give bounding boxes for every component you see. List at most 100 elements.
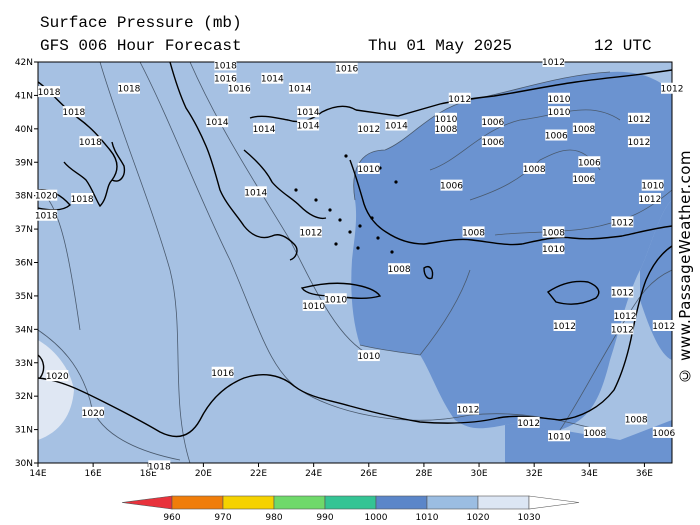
isobar-label-text: 1014 [297, 121, 320, 131]
lon-tick-label: 30E [470, 469, 487, 479]
isobar-label-text: 1012 [553, 322, 576, 332]
isobar-label-bg [462, 226, 485, 238]
isobar-label: 1006 [545, 129, 568, 142]
isobar-label-bg [117, 82, 140, 94]
lon-tick-label: 36E [636, 469, 653, 479]
isobar-label-bg [542, 226, 565, 238]
isobar-label-text: 1006 [652, 429, 675, 439]
legend-swatch [171, 495, 224, 510]
isobar-label-text: 1012 [357, 125, 380, 135]
isobar-label-bg [517, 416, 540, 428]
isobar-label: 1008 [462, 226, 485, 238]
lat-tick-label: 36N [15, 259, 33, 269]
isobar-label-bg [448, 92, 471, 104]
isobar-label-bg [545, 129, 568, 141]
isobar-label: 1018 [71, 193, 94, 205]
coast-greece-west [169, 62, 298, 261]
isobar-label: 1010 [324, 293, 347, 305]
isobar-label-bg [547, 106, 570, 118]
isobar-label-bg [211, 366, 234, 378]
isobar-label: 1006 [578, 156, 601, 168]
isobar-label-text: 1018 [79, 138, 102, 148]
lat-tick-label: 42N [15, 58, 33, 68]
isobar-label: 1018 [38, 86, 61, 98]
isobar-label-text: 1018 [71, 195, 94, 205]
coast-cyprus [546, 280, 600, 305]
isobar-label: 1018 [148, 460, 171, 472]
isobar-label-text: 1012 [517, 419, 540, 429]
isobar-label-text: 1010 [435, 115, 458, 125]
isobar-label-bg [652, 426, 675, 438]
isobar-label-bg [253, 122, 276, 134]
isobar-label-bg [288, 82, 311, 94]
lon-tick-label: 22E [250, 469, 267, 479]
isobar-label: 1010 [302, 299, 325, 312]
isobar-label-text: 1018 [38, 88, 61, 98]
isobar-label: 1012 [611, 323, 634, 335]
isobar-label-text: 1008 [625, 416, 648, 426]
isobar-label: 1010 [548, 92, 571, 105]
isobar-label-bg [652, 319, 675, 331]
isobar-label-text: 1012 [627, 138, 650, 148]
map-title: Surface Pressure (mb) [40, 14, 242, 32]
isobar-label-text: 1006 [578, 158, 601, 168]
isobar-label: 1016 [214, 72, 237, 85]
watermark: © www.PassageWeather.com [676, 150, 694, 385]
isobar-label: 1014 [297, 106, 320, 118]
isobar-label-bg [214, 59, 237, 71]
isobar-label-bg [542, 243, 565, 255]
isobar-label-text: 1006 [481, 118, 504, 128]
pressure-field-low-south [505, 420, 672, 463]
lat-tick-label: 31N [15, 426, 33, 436]
lon-tick-label: 20E [195, 469, 212, 479]
isobar-label-text: 1014 [385, 121, 408, 131]
coast-black-sea [355, 69, 672, 117]
isobar-label-text: 1012 [638, 195, 661, 205]
isobar-label: 1006 [481, 136, 505, 148]
isobar-label: 1014 [297, 119, 320, 131]
lon-tick-label: 24E [305, 469, 322, 479]
lon-tick-label: 18E [140, 469, 157, 479]
isobar-label-text: 1020 [82, 409, 105, 419]
isobar-label-bg [434, 112, 457, 124]
isobar-label-text: 1012 [627, 115, 650, 125]
isobar-line [469, 149, 601, 201]
isobar-label-text: 1018 [35, 212, 58, 222]
isobar-label-bg [357, 122, 380, 134]
isobar-label: 1012 [299, 226, 322, 238]
isobar-label-text: 1012 [661, 85, 684, 95]
isobar-label-text: 1016 [228, 85, 251, 95]
isobar-label-text: 1012 [614, 312, 637, 322]
isobar-label-text: 1012 [542, 58, 565, 68]
isobar-label-text: 1006 [572, 175, 595, 185]
isobar-label-bg [299, 226, 322, 238]
lat-tick-label: 38N [15, 192, 33, 202]
coast-greece-east [243, 149, 327, 220]
legend-value-label: 1000 [365, 513, 388, 523]
isobar-label: 1006 [652, 426, 675, 439]
isobar-label: 1012 [457, 403, 479, 416]
isobar-label: 1010 [542, 243, 565, 255]
lon-tick-label: 32E [526, 469, 543, 479]
lat-tick-label: 33N [15, 359, 33, 369]
isobar-label-bg [553, 319, 576, 331]
isobar-label: 1008 [523, 162, 546, 175]
isobar-label-text: 1014 [288, 85, 311, 95]
isobar-label-bg [385, 119, 408, 131]
isobar-label: 1012 [553, 319, 576, 332]
isobar-label-text: 1010 [548, 95, 571, 105]
isobar-label-text: 1014 [261, 75, 284, 85]
isobar-label-bg [261, 72, 284, 84]
isobar-label-text: 1018 [118, 85, 141, 95]
isobar-label: 1020 [46, 370, 69, 382]
legend-value-label: 960 [163, 513, 180, 523]
isobar-line [429, 109, 621, 171]
isobar-label-text: 1012 [299, 228, 322, 238]
coast-italy [38, 81, 126, 208]
isobar-label: 1014 [206, 116, 229, 128]
isobar-label: 1008 [583, 426, 607, 439]
forecast-time: 12 UTC [594, 37, 652, 55]
coast-crete [300, 282, 382, 299]
lat-tick-label: 34N [15, 325, 33, 335]
isobar-label-text: 1018 [214, 61, 237, 71]
